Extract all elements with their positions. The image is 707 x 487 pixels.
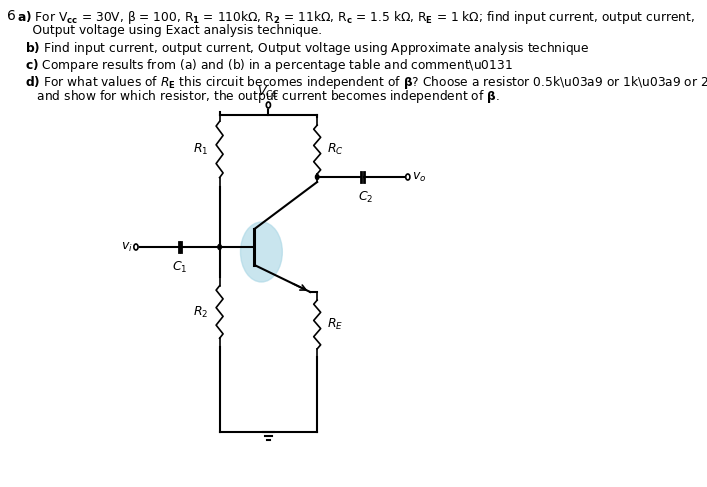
Text: $C_1$: $C_1$ <box>172 260 187 275</box>
Circle shape <box>218 244 221 249</box>
Circle shape <box>134 244 138 250</box>
Text: $v_o$: $v_o$ <box>412 170 426 184</box>
Text: and show for which resistor, the output current becomes independent of $\mathbf{: and show for which resistor, the output … <box>25 88 500 105</box>
Text: $\mathbf{c)}$ Compare results from (a) and (b) in a percentage table and comment: $\mathbf{c)}$ Compare results from (a) a… <box>25 57 513 74</box>
Text: 6: 6 <box>7 9 16 23</box>
Text: $\mathbf{d)}$ For what values of $\mathit{R}_{\mathbf{E}}$ this circuit becomes : $\mathbf{d)}$ For what values of $\mathi… <box>25 74 707 91</box>
Text: $R_2$: $R_2$ <box>193 304 209 319</box>
Text: $R_C$: $R_C$ <box>327 142 344 157</box>
Text: $R_1$: $R_1$ <box>193 142 209 157</box>
Circle shape <box>406 174 410 180</box>
Circle shape <box>240 222 282 282</box>
Circle shape <box>315 174 319 180</box>
Text: $V_{CC}$: $V_{CC}$ <box>257 85 280 100</box>
Text: $\mathbf{b)}$ Find input current, output current, Output voltage using Approxima: $\mathbf{b)}$ Find input current, output… <box>25 40 590 57</box>
Text: Output voltage using Exact analysis technique.: Output voltage using Exact analysis tech… <box>17 24 322 37</box>
Text: $R_E$: $R_E$ <box>327 317 343 332</box>
Text: $v_i$: $v_i$ <box>121 241 132 254</box>
Text: $C_2$: $C_2$ <box>358 190 373 205</box>
Circle shape <box>267 102 271 108</box>
Text: $\mathbf{a)}$ For V$_{\mathbf{cc}}$ = 30V, β = 100, R$_{\mathbf{1}}$ = 110kΩ, R$: $\mathbf{a)}$ For V$_{\mathbf{cc}}$ = 30… <box>17 9 695 26</box>
